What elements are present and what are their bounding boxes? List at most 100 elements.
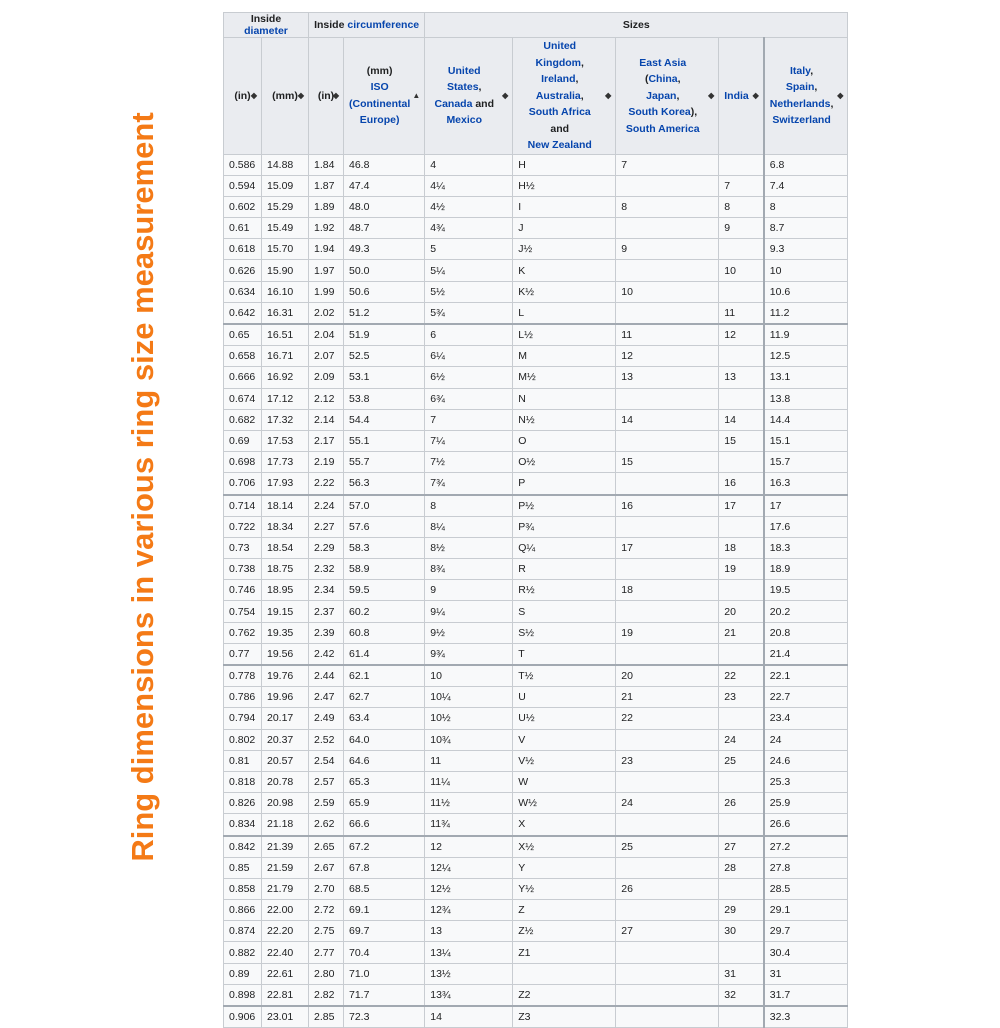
table-cell: 30.4: [762, 941, 849, 964]
col-india[interactable]: India ◆: [718, 37, 765, 155]
table-cell: 14: [424, 1005, 514, 1028]
table-cell: 2.09: [308, 366, 344, 389]
table-cell: 28: [718, 856, 765, 879]
table-cell: 0.802: [223, 728, 262, 751]
table-cell: K: [512, 259, 617, 282]
switzerland-link[interactable]: Switzerland: [772, 114, 831, 127]
sort-icon[interactable]: ◆: [752, 90, 759, 100]
south-africa-link[interactable]: South Africa: [528, 106, 591, 118]
table-cell: 16: [615, 493, 720, 517]
table-cell: 12¾: [424, 899, 514, 922]
table-row: 0.818 20.78 2.57 65.3 11¼ W 25.3: [223, 770, 849, 794]
table-cell: H: [512, 153, 617, 176]
circumference-link[interactable]: circumference: [347, 19, 420, 31]
table-cell: T½: [512, 664, 617, 688]
table-cell: 27: [718, 834, 765, 858]
table-cell: 2.85: [308, 1005, 344, 1028]
east-asia-link[interactable]: East Asia: [639, 56, 687, 69]
table-cell: 7¾: [424, 472, 514, 495]
table-cell: 17.32: [261, 408, 309, 431]
table-cell: 14.4: [762, 408, 849, 431]
table-cell: 14.88: [261, 153, 309, 176]
table-cell: 18.95: [261, 579, 309, 602]
italy-link[interactable]: Italy: [789, 64, 811, 77]
table-cell: 13: [424, 920, 514, 943]
table-cell: 16.3: [762, 472, 849, 495]
col-us[interactable]: United States, Canada and Mexico ◆: [424, 37, 514, 155]
us-link[interactable]: United States: [447, 64, 481, 94]
table-row: 0.69 17.53 2.17 55.1 7¼ O 15 15.1: [223, 429, 849, 453]
ireland-link[interactable]: Ireland: [541, 73, 576, 85]
australia-link[interactable]: Australia: [535, 89, 581, 102]
table-row: 0.666 16.92 2.09 53.1 6½ M½ 13 13 13.1: [223, 366, 849, 389]
sort-icon[interactable]: ◆: [297, 90, 304, 100]
table-cell: [718, 813, 765, 836]
sort-icon[interactable]: ◆: [250, 90, 257, 100]
table-cell: P: [512, 472, 617, 495]
mexico-link[interactable]: Mexico: [446, 114, 483, 127]
table-cell: 18: [718, 536, 765, 560]
table-cell: J½: [512, 238, 617, 261]
sort-icon[interactable]: ◆: [708, 90, 715, 100]
table-cell: 0.874: [223, 920, 262, 943]
table-cell: 0.818: [223, 770, 262, 794]
table-cell: 22.81: [261, 983, 309, 1007]
table-cell: 9¾: [424, 642, 514, 666]
india-link[interactable]: India: [724, 89, 749, 102]
table-cell: 11¾: [424, 813, 514, 836]
table-row: 0.85 21.59 2.67 67.8 12¼ Y 28 27.8: [223, 856, 849, 879]
table-cell: 8½: [424, 536, 514, 560]
uk-link[interactable]: United Kingdom: [535, 40, 582, 69]
table-row: 0.762 19.35 2.39 60.8 9½ S½ 19 21 20.8: [223, 621, 849, 644]
table-cell: 11: [718, 301, 765, 325]
south-korea-link[interactable]: South Korea: [628, 106, 691, 118]
sort-icon[interactable]: ◆: [837, 90, 844, 100]
table-body: 0.586 14.88 1.84 46.8 4 H 7 6.8 0.594 15.09 1.87 47…: [223, 153, 849, 1028]
col-east-asia[interactable]: East Asia (China, Japan, South Korea), Sout…: [615, 37, 720, 155]
table-cell: 7.4: [762, 174, 849, 197]
sort-icon[interactable]: ◆: [605, 90, 612, 100]
table-cell: 6¾: [424, 387, 514, 410]
sort-icon[interactable]: ◆: [332, 90, 339, 100]
new-zealand-link[interactable]: New Zealand: [527, 139, 592, 151]
table-cell: [615, 174, 720, 197]
spain-link[interactable]: Spain: [785, 81, 815, 94]
table-cell: 19.76: [261, 664, 309, 688]
col-iso[interactable]: (mm) ISO (Continental Europe) ▲: [342, 37, 426, 155]
col-diameter-mm[interactable]: (mm) ◆: [261, 37, 309, 155]
table-row: 0.626 15.90 1.97 50.0 5¼ K 10 10: [223, 259, 849, 282]
china-link[interactable]: China: [648, 73, 678, 85]
table-cell: 51.9: [342, 323, 426, 347]
japan-link[interactable]: Japan: [646, 89, 677, 102]
canada-link[interactable]: Canada: [434, 97, 473, 110]
table-cell: Z1: [512, 941, 617, 964]
table-cell: [615, 387, 720, 410]
table-cell: 18.9: [762, 558, 849, 581]
iso-link[interactable]: ISO: [370, 81, 389, 94]
table-cell: 0.746: [223, 579, 262, 602]
col-uk[interactable]: United Kingdom, Ireland, Australia, South A…: [512, 37, 617, 155]
table-cell: 64.6: [342, 749, 426, 772]
continental-europe-link[interactable]: (Continental Europe): [349, 97, 411, 127]
table-cell: R: [512, 558, 617, 581]
netherlands-link[interactable]: Netherlands: [769, 97, 831, 110]
table-cell: 11: [424, 749, 514, 772]
table-cell: 2.14: [308, 408, 344, 431]
col-circumference-in[interactable]: (in) ◆: [308, 37, 344, 155]
table-row: 0.682 17.32 2.14 54.4 7 N½ 14 14 14.4: [223, 408, 849, 431]
table-cell: 2.04: [308, 323, 344, 347]
col-diameter-in[interactable]: (in) ◆: [223, 37, 262, 155]
table-cell: 2.12: [308, 387, 344, 410]
diameter-link[interactable]: diameter: [244, 25, 288, 37]
table-cell: V: [512, 728, 617, 751]
table-cell: 8: [762, 195, 849, 219]
table-cell: 17: [762, 493, 849, 517]
south-america-link[interactable]: South America: [625, 122, 700, 135]
table-cell: 20: [615, 664, 720, 688]
table-cell: 25.9: [762, 792, 849, 815]
table-cell: 10¾: [424, 728, 514, 751]
sort-icon[interactable]: ◆: [502, 90, 509, 100]
col-italy[interactable]: Italy, Spain, Netherlands, Switzerland ◆: [762, 37, 849, 155]
sort-ascending-icon[interactable]: ▲: [412, 90, 421, 100]
table-cell: [718, 1005, 765, 1028]
